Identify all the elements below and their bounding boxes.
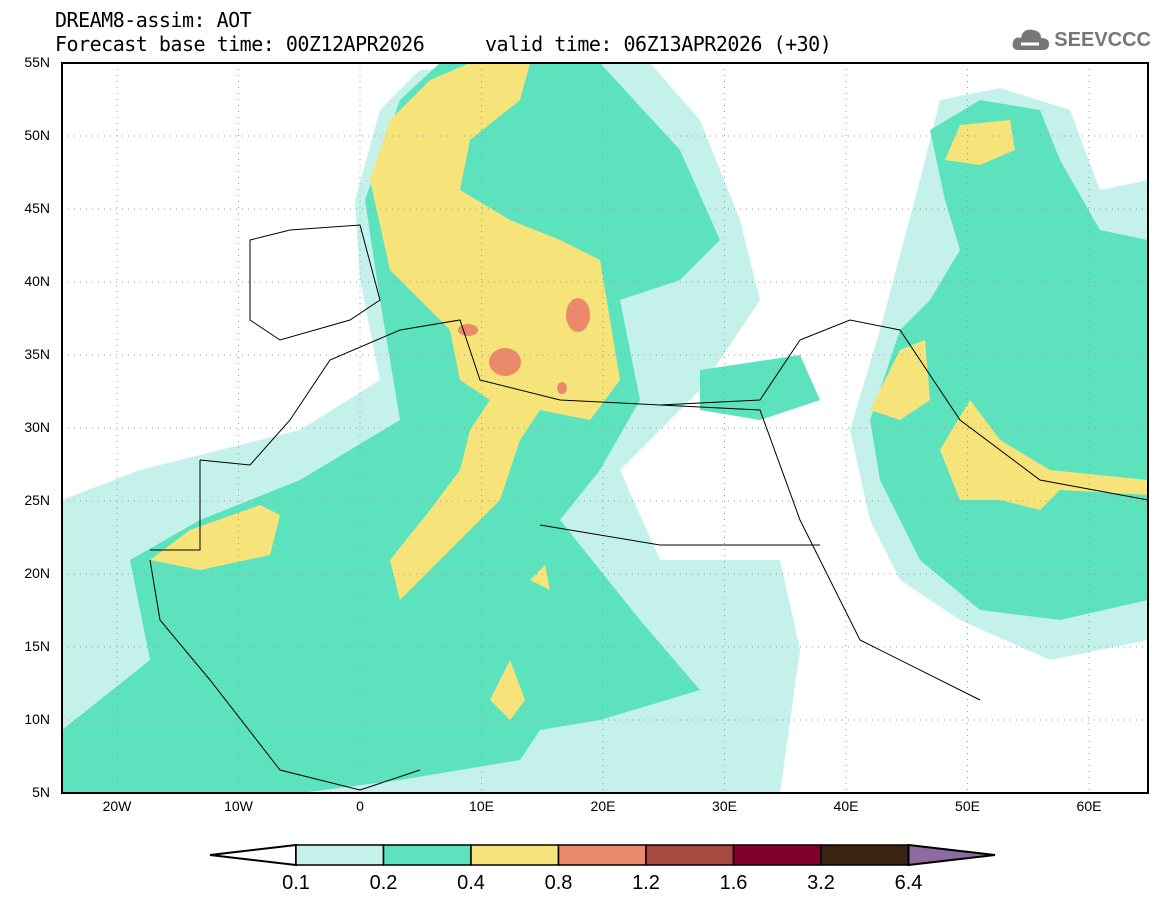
lon-label: 40E — [833, 798, 859, 814]
colorbar-level-label: 1.2 — [632, 872, 660, 894]
colorbar-swatch — [557, 844, 647, 866]
lon-label: 0 — [356, 798, 364, 814]
graticule — [62, 63, 1148, 793]
colorbar-level-label: 6.4 — [894, 872, 923, 894]
lat-label: 50N — [24, 127, 50, 143]
colorbar-swatch — [732, 844, 822, 866]
lat-label: 40N — [24, 273, 50, 289]
colorbar-level-label: 0.1 — [282, 872, 310, 894]
lon-label: 60E — [1076, 798, 1102, 814]
lat-label: 35N — [24, 346, 50, 362]
lon-label: 10W — [224, 798, 253, 814]
aot-0.4-field — [150, 63, 1148, 720]
colorbar-level-label: 1.6 — [719, 872, 748, 894]
map-title: DREAM8-assim: AOT — [55, 8, 252, 32]
colorbar-level-label: 0.8 — [544, 872, 573, 894]
lon-label: 20W — [102, 798, 132, 814]
colorbar-under-arrow — [209, 843, 297, 867]
coastlines — [149, 224, 1149, 791]
logo-text: SEEVCCC — [1054, 28, 1151, 51]
lon-label: 50E — [955, 798, 980, 814]
lat-label: 30N — [24, 419, 50, 435]
colorbar-swatch — [382, 844, 472, 866]
colorbar-level-label: 3.2 — [807, 872, 835, 894]
lat-label: 15N — [24, 638, 50, 654]
lon-label: 10E — [469, 798, 494, 814]
forecast-base-time: Forecast base time: 00Z12APR2026 — [55, 32, 425, 56]
colorbar-swatch — [645, 844, 735, 866]
colorbar-level-label: 0.2 — [369, 872, 398, 894]
map-frame — [61, 62, 1149, 794]
lat-label: 25N — [24, 492, 50, 508]
colorbar-over-arrow — [907, 843, 996, 867]
lon-label: 30E — [712, 798, 737, 814]
colorbar-swatch — [820, 844, 910, 866]
lat-label: 45N — [24, 200, 50, 216]
seevccc-logo: SEEVCCC — [1011, 26, 1151, 54]
lat-label: 10N — [24, 711, 50, 727]
colorbar-swatch — [470, 844, 560, 866]
lat-label: 20N — [24, 565, 50, 581]
colorbar-swatch — [295, 844, 385, 866]
cloud-icon — [1012, 29, 1050, 50]
colorbar-level-label: 0.4 — [457, 872, 485, 894]
lat-label: 5N — [32, 784, 50, 800]
valid-time: valid time: 06Z13APR2026 (+30) — [485, 32, 832, 56]
lat-label: 55N — [24, 54, 50, 70]
lon-label: 20E — [590, 798, 616, 814]
